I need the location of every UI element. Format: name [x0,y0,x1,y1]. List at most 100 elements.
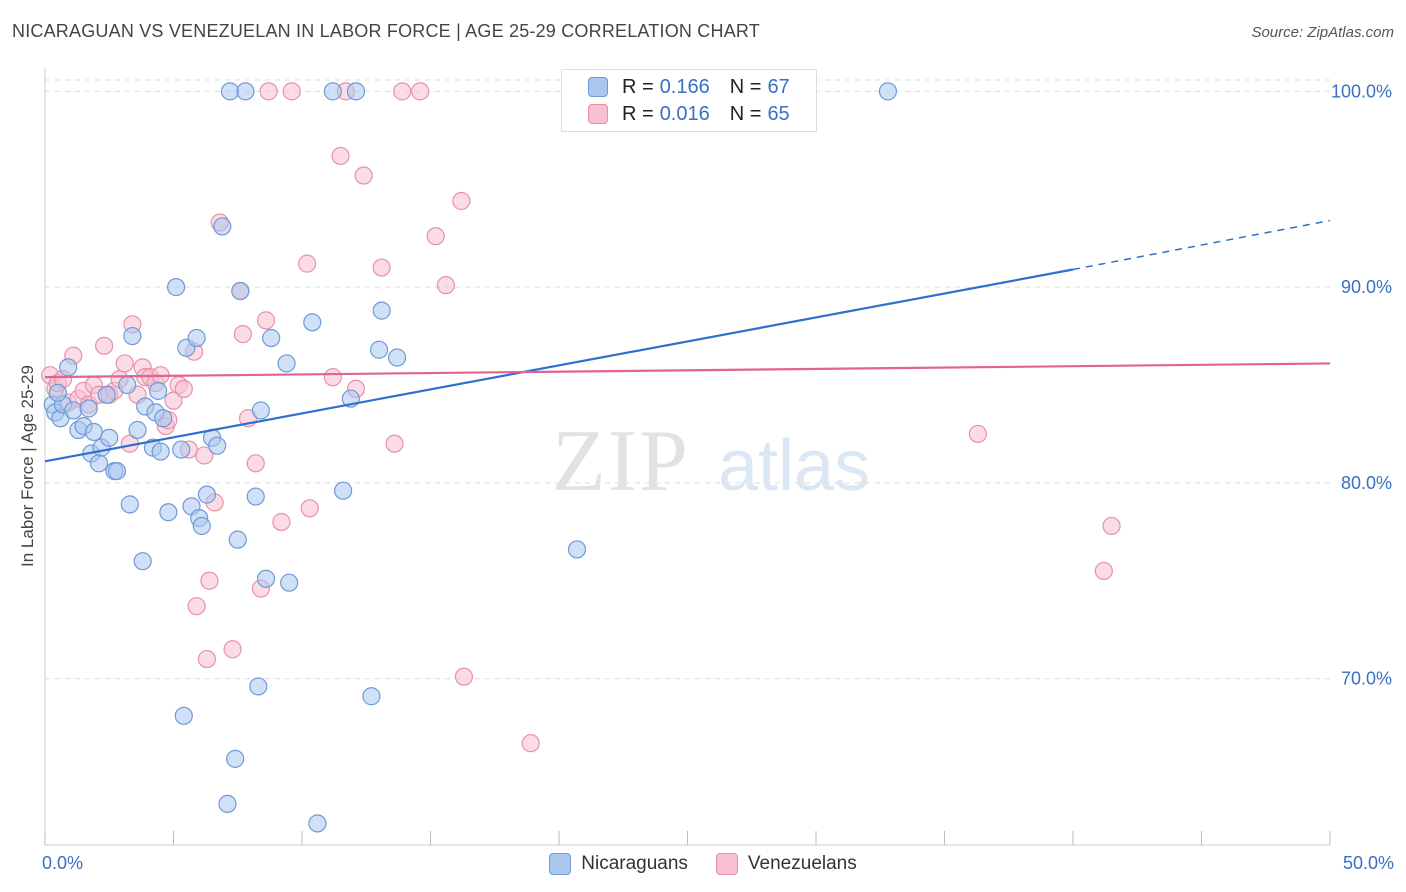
venezuelans-point [436,276,456,295]
venezuelans-point [300,499,319,518]
n-label: N = [729,75,762,98]
nicaraguans-point [97,385,116,404]
nicaraguans-point [197,485,217,504]
nicaraguans-point [107,462,127,481]
nicaraguans-point [246,487,265,506]
legend-item-venezuelans: Venezuelans [715,853,857,875]
x-tick-label-min: 0.0% [42,853,83,873]
nicaraguans-point [213,217,232,236]
venezuelans-point [385,434,404,453]
venezuelans-point [1094,561,1113,581]
n-label: N = [729,102,762,125]
y-tick-labels: 70.0% 80.0% 90.0% 100.0% [1331,81,1392,688]
venezuelans-point [272,512,291,532]
nicaraguans-point [59,358,78,377]
venezuelans-point [259,82,278,101]
nicaraguans-point [48,383,67,402]
nicaraguans-point [192,516,211,536]
venezuelans-point [197,649,217,669]
series-nicaraguans [43,82,898,833]
nicaraguans-point [567,540,587,559]
x-tick-label-max: 50.0% [1343,853,1394,873]
nicaraguans-point [166,278,186,297]
trend-line-venezuelans [44,362,1331,379]
venezuelans-point [454,667,474,686]
nicaraguans-point [154,409,173,428]
y-tick-label: 90.0% [1341,277,1392,297]
venezuelans-point [115,354,134,373]
nicaraguans-point [370,340,389,359]
gridlines [45,79,1330,680]
nicaraguans-point [159,503,178,522]
nicaraguans-point [228,530,247,549]
nicaraguans-swatch [549,853,572,875]
venezuelans-point [195,446,214,465]
venezuelans-point [331,146,350,166]
y-tick-label: 100.0% [1331,81,1392,101]
nicaraguans-point [372,301,391,320]
venezuelans-point [200,571,219,590]
y-tick-label: 80.0% [1341,473,1392,493]
y-tick-label: 70.0% [1341,669,1392,689]
nicaraguans-point [346,82,366,101]
venezuelans-point [354,166,373,185]
nicaraguans-point [89,454,109,473]
trend-lines [44,219,1331,463]
n-value: 67 [767,75,790,98]
venezuelans-point [411,82,430,101]
venezuelans-point [1102,516,1121,536]
venezuelans-swatch [588,104,608,124]
venezuelans-swatch [715,853,738,875]
nicaraguans-swatch [588,77,608,97]
venezuelans-point [393,82,412,101]
n-value: 65 [767,102,790,125]
nicaraguans-point [878,82,898,101]
nicaraguans-point [64,401,83,420]
nicaraguans-point [148,381,168,400]
venezuelans-point [256,311,276,330]
nicaraguans-point [262,328,281,348]
watermark-zip: ZIP [552,413,690,510]
nicaraguans-point [280,573,299,592]
nicaraguans-point [334,481,353,500]
venezuelans-point [323,368,342,387]
nicaraguans-point [226,749,245,768]
r-label: R = [622,75,654,98]
venezuelans-point [223,640,242,659]
venezuelans-point [452,191,471,211]
venezuelans-point [233,324,252,344]
nicaraguans-point [174,706,193,725]
legend-label: Venezuelans [747,853,857,874]
nicaraguans-point [231,281,250,301]
nicaraguans-point [387,348,407,367]
source-label: Source: ZipAtlas.com [1251,24,1394,41]
nicaraguans-point [249,677,268,696]
series-legend: Nicaraguans Venezuelans [0,850,1406,878]
nicaraguans-point [220,82,240,101]
nicaraguans-point [256,569,276,588]
stats-row-venezuelans: R = 0.016 N = 65 [588,101,798,127]
venezuelans-point [187,597,206,616]
venezuelans-point [95,336,114,355]
nicaraguans-point [362,687,381,706]
nicaraguans-point [303,313,322,332]
watermark: ZIP atlas [552,413,870,510]
legend-item-nicaraguans: Nicaraguans [549,853,688,875]
legend-label: Nicaraguans [581,853,688,874]
nicaraguans-point [208,436,227,455]
venezuelans-point [246,454,265,473]
nicaraguans-point [187,328,206,348]
nicaraguans-point [172,440,191,459]
nicaraguans-point [323,82,342,101]
nicaraguans-point [236,82,255,101]
r-value: 0.166 [659,75,710,98]
stats-legend: R = 0.166 N = 67 R = 0.016 N = 65 [561,69,817,132]
nicaraguans-point [123,326,142,346]
venezuelans-point [372,258,391,277]
nicaraguans-point [308,814,327,833]
stats-row-nicaraguans: R = 0.166 N = 67 [588,74,798,100]
watermark-atlas: atlas [718,426,870,506]
trend-line-nicaraguans-extension [1072,219,1331,271]
nicaraguans-point [133,552,152,571]
